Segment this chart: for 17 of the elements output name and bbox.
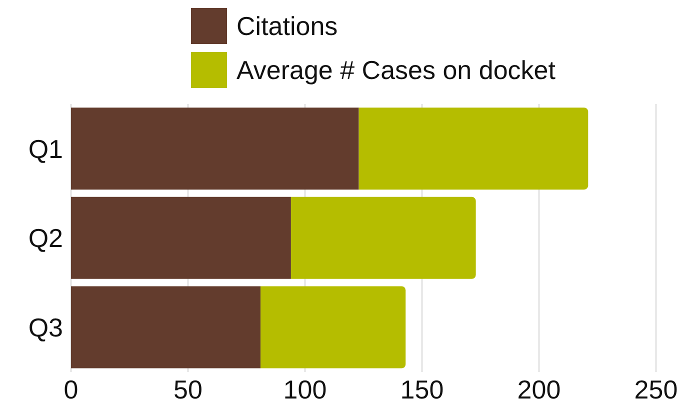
- x-tick-label: 50: [174, 374, 202, 404]
- bar: [71, 286, 261, 368]
- bar: [290, 196, 476, 279]
- x-tick-label: 150: [400, 374, 444, 404]
- x-tick-label: 200: [517, 374, 561, 404]
- legend-label: Average # Cases on docket: [236, 54, 556, 86]
- bar: [260, 286, 406, 368]
- bar: [71, 196, 291, 279]
- bar: [71, 108, 359, 190]
- y-tick-label: Q2: [28, 223, 63, 254]
- bar: [358, 108, 588, 190]
- x-tick-label: 250: [634, 374, 678, 404]
- legend-label: Citations: [236, 10, 338, 42]
- x-tick-label: 100: [283, 374, 327, 404]
- y-tick-label: Q3: [28, 312, 63, 343]
- y-tick-label: Q1: [28, 134, 63, 164]
- x-tick-label: 0: [64, 374, 78, 404]
